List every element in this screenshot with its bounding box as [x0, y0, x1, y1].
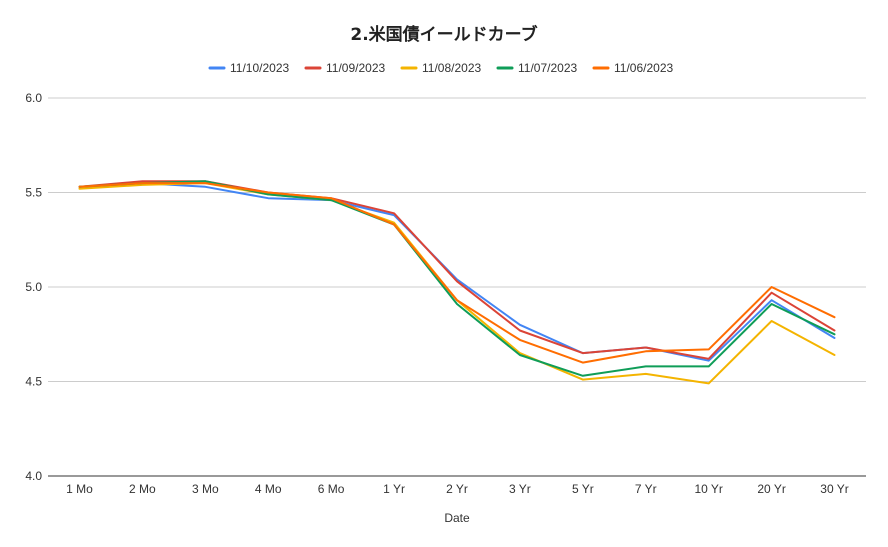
y-tick-label: 6.0	[25, 91, 42, 105]
legend-item-11-07-2023[interactable]: 11/07/2023	[496, 61, 577, 75]
x-tick-label: 30 Yr	[820, 482, 848, 496]
x-tick-label: 7 Yr	[635, 482, 657, 496]
series-line-11-09-2023	[78, 180, 836, 360]
x-tick-label: 3 Yr	[509, 482, 531, 496]
y-axis-ticks: 4.0 4.5 5.0 5.5 6.0	[25, 91, 42, 483]
chart-title: 2.米国債イールドカーブ	[350, 24, 537, 45]
y-tick-label: 4.0	[25, 469, 42, 483]
series-line-11-10-2023	[78, 182, 836, 362]
y-tick-label: 5.0	[25, 280, 42, 294]
x-tick-label: 1 Mo	[66, 482, 93, 496]
legend-label: 11/10/2023	[230, 61, 289, 75]
legend-label: 11/08/2023	[422, 61, 481, 75]
x-axis-ticks: 1 Mo 2 Mo 3 Mo 4 Mo 6 Mo 1 Yr 2 Yr 3 Yr 5 Yr 7 Yr…	[66, 482, 849, 496]
x-tick-label: 5 Yr	[572, 482, 594, 496]
x-tick-label: 1 Yr	[383, 482, 405, 496]
series-line-11-07-2023	[78, 180, 836, 377]
x-tick-label: 2 Mo	[129, 482, 156, 496]
x-tick-label: 10 Yr	[694, 482, 722, 496]
y-tick-label: 5.5	[25, 186, 42, 200]
legend-item-11-10-2023[interactable]: 11/10/2023	[208, 61, 289, 75]
legend-item-11-09-2023[interactable]: 11/09/2023	[304, 61, 385, 75]
x-tick-label: 4 Mo	[255, 482, 282, 496]
x-tick-label: 20 Yr	[757, 482, 785, 496]
series-lines	[78, 180, 836, 385]
x-tick-label: 6 Mo	[318, 482, 345, 496]
legend-item-11-06-2023[interactable]: 11/06/2023	[592, 61, 673, 75]
gridlines	[48, 97, 866, 477]
x-tick-label: 2 Yr	[446, 482, 468, 496]
legend-label: 11/06/2023	[614, 61, 673, 75]
legend-label: 11/09/2023	[326, 61, 385, 75]
legend-label: 11/07/2023	[518, 61, 577, 75]
legend-item-11-08-2023[interactable]: 11/08/2023	[400, 61, 481, 75]
x-axis-title: Date	[444, 511, 470, 525]
legend: 11/10/2023 11/09/2023 11/08/2023 11/07/2023…	[208, 61, 673, 75]
x-tick-label: 3 Mo	[192, 482, 219, 496]
y-tick-label: 4.5	[25, 375, 42, 389]
series-line-11-06-2023	[78, 182, 836, 364]
